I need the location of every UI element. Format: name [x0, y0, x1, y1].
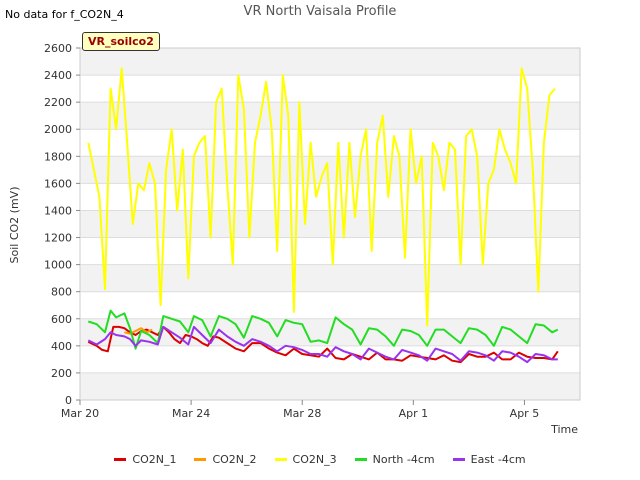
legend-label: CO2N_3	[292, 453, 337, 466]
y-axis-label: Soil CO2 (mV)	[8, 187, 21, 264]
y-tick-label: 1800	[44, 150, 72, 163]
legend-swatch	[354, 458, 367, 461]
series-layer	[87, 67, 559, 364]
plot-frame	[79, 47, 581, 401]
legend-item: CO2N_3	[274, 453, 337, 466]
y-tick-label: 1200	[44, 232, 72, 245]
y-tick-label: 2400	[44, 69, 72, 82]
legend-label: CO2N_1	[132, 453, 177, 466]
grid-band	[80, 102, 580, 130]
y-tick-label: 2000	[44, 123, 72, 136]
legend-label: North -4cm	[372, 453, 435, 466]
legend-item: CO2N_2	[194, 453, 257, 466]
legend-item: CO2N_1	[114, 453, 176, 466]
y-tick-label: 0	[65, 394, 72, 407]
legend: CO2N_1 CO2N_2 CO2N_3 North -4cm East -4cm	[0, 453, 640, 466]
legend-swatch	[274, 458, 287, 461]
legend-item: North -4cm	[354, 453, 435, 466]
series-line-co2n-3	[87, 67, 556, 327]
y-tick-label: 600	[51, 313, 72, 326]
x-tick-label: Apr 5	[510, 407, 540, 420]
y-tick-label: 2200	[44, 96, 72, 109]
y-tick-label: 1600	[44, 177, 72, 190]
y-tick-label: 400	[51, 340, 72, 353]
legend-item: East -4cm	[452, 453, 526, 466]
legend-swatch	[452, 458, 465, 461]
axis-layer: 0 200 400 600 800 1000 1200 1400 1600 1800 2000 220…	[44, 42, 539, 420]
series-line-north-4cm	[87, 309, 559, 350]
y-tick-label: 200	[51, 367, 72, 380]
grid-band	[80, 48, 580, 76]
y-tick-label: 800	[51, 286, 72, 299]
legend-label: East -4cm	[470, 453, 526, 466]
grid-band	[80, 264, 580, 292]
grid-band	[80, 156, 580, 184]
x-axis-label: Time	[550, 423, 578, 436]
legend-label: CO2N_2	[212, 453, 257, 466]
series-line-co2n-2	[124, 327, 153, 335]
y-tick-label: 1000	[44, 259, 72, 272]
no-data-note: No data for f_CO2N_4	[5, 8, 124, 21]
series-line-east-4cm	[87, 325, 558, 364]
x-tick-label: Mar 28	[283, 407, 321, 420]
legend-swatch	[194, 458, 207, 461]
chart-title: VR North Vaisala Profile	[243, 4, 397, 19]
grid-band	[80, 372, 580, 400]
site-badge: VR_soilco2	[82, 32, 160, 51]
x-tick-label: Mar 24	[172, 407, 210, 420]
x-tick-label: Mar 20	[61, 407, 99, 420]
y-tick-label: 1400	[44, 204, 72, 217]
y-tick-label: 2600	[44, 42, 72, 55]
x-tick-label: Apr 1	[399, 407, 429, 420]
legend-swatch	[114, 458, 127, 461]
